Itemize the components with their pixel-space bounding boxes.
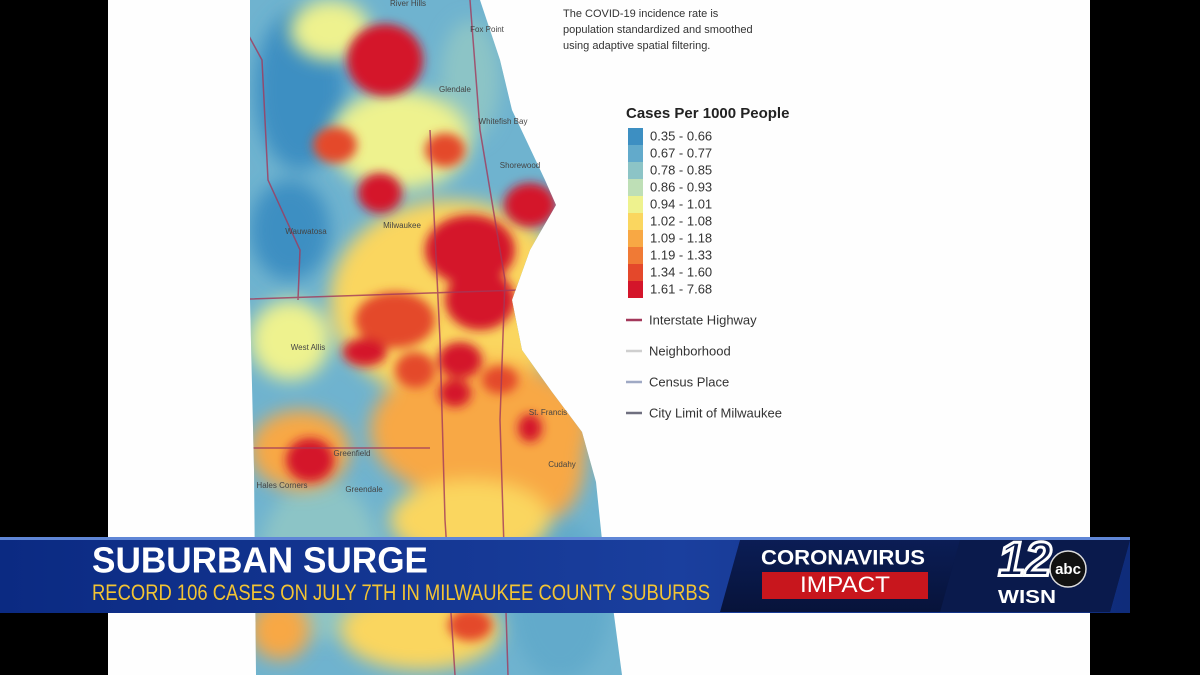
legend-line-label: Census Place xyxy=(649,374,729,389)
place-label: River Hills xyxy=(390,0,426,8)
legend-title: Cases Per 1000 People xyxy=(626,105,789,122)
tag-bottom: IMPACT xyxy=(800,572,890,597)
legend: 0.35 - 0.66 0.67 - 0.77 0.78 - 0.85 0.86 - … xyxy=(626,128,782,420)
tag-top: CORONAVIRUS xyxy=(761,547,925,570)
legend-label: 1.09 - 1.18 xyxy=(650,230,712,245)
banner-edge xyxy=(0,537,1130,540)
legend-label: 1.61 - 7.68 xyxy=(650,281,712,296)
place-labels: River Hills Fox Point Glendale Whitefish Ba… xyxy=(256,0,575,494)
legend-swatch xyxy=(628,264,643,281)
legend-swatch xyxy=(628,213,643,230)
note-line: using adaptive spatial filtering. xyxy=(563,40,710,52)
place-label: Shorewood xyxy=(500,161,540,170)
logo-network-badge xyxy=(1049,550,1087,588)
legend-label: 0.67 - 0.77 xyxy=(650,145,712,160)
place-label: West Allis xyxy=(291,343,326,352)
heat-high xyxy=(286,24,556,641)
legend-label: 1.02 - 1.08 xyxy=(650,213,712,228)
legend-swatch xyxy=(628,247,643,264)
note-line: population standardized and smoothed xyxy=(563,24,753,36)
logo-channel: 12 xyxy=(998,534,1052,587)
place-label: Cudahy xyxy=(548,460,576,469)
note-line: The COVID-19 incidence rate is xyxy=(563,8,719,20)
legend-swatch xyxy=(628,145,643,162)
headline: SUBURBAN SURGE xyxy=(92,540,428,581)
legend-swatch xyxy=(628,230,643,247)
place-label: Hales Corners xyxy=(256,481,307,490)
legend-line-label: Interstate Highway xyxy=(649,312,757,327)
place-label: St. Francis xyxy=(529,408,567,417)
legend-line-label: City Limit of Milwaukee xyxy=(649,405,782,420)
legend-label: 1.34 - 1.60 xyxy=(650,264,712,279)
legend-label: 0.35 - 0.66 xyxy=(650,128,712,143)
lower-third: SUBURBAN SURGE RECORD 106 CASES ON JULY … xyxy=(0,532,1130,613)
place-label: Fox Point xyxy=(470,25,505,34)
legend-swatch xyxy=(628,281,643,298)
place-label: Glendale xyxy=(439,85,472,94)
legend-label: 0.94 - 1.01 xyxy=(650,196,712,211)
legend-swatch xyxy=(628,128,643,145)
legend-swatch xyxy=(628,179,643,196)
legend-swatch xyxy=(628,162,643,179)
note: The COVID-19 incidence rate is population… xyxy=(563,8,753,52)
place-label: Greendale xyxy=(345,485,383,494)
place-label: Wauwatosa xyxy=(285,227,327,236)
legend-label: 0.86 - 0.93 xyxy=(650,179,712,194)
subhead: RECORD 106 CASES ON JULY 7TH IN MILWAUKE… xyxy=(92,580,710,605)
legend-label: 0.78 - 0.85 xyxy=(650,162,712,177)
legend-swatch xyxy=(628,196,643,213)
legend-line-label: Neighborhood xyxy=(649,343,731,358)
logo-network: abc xyxy=(1055,561,1081,578)
legend-label: 1.19 - 1.33 xyxy=(650,247,712,262)
place-label: Milwaukee xyxy=(383,221,421,230)
logo-station: WISN xyxy=(998,587,1056,607)
highways xyxy=(250,0,521,675)
tag-bottom-box xyxy=(762,572,928,599)
place-label: Greenfield xyxy=(334,449,371,458)
place-label: Whitefish Bay xyxy=(479,117,528,126)
